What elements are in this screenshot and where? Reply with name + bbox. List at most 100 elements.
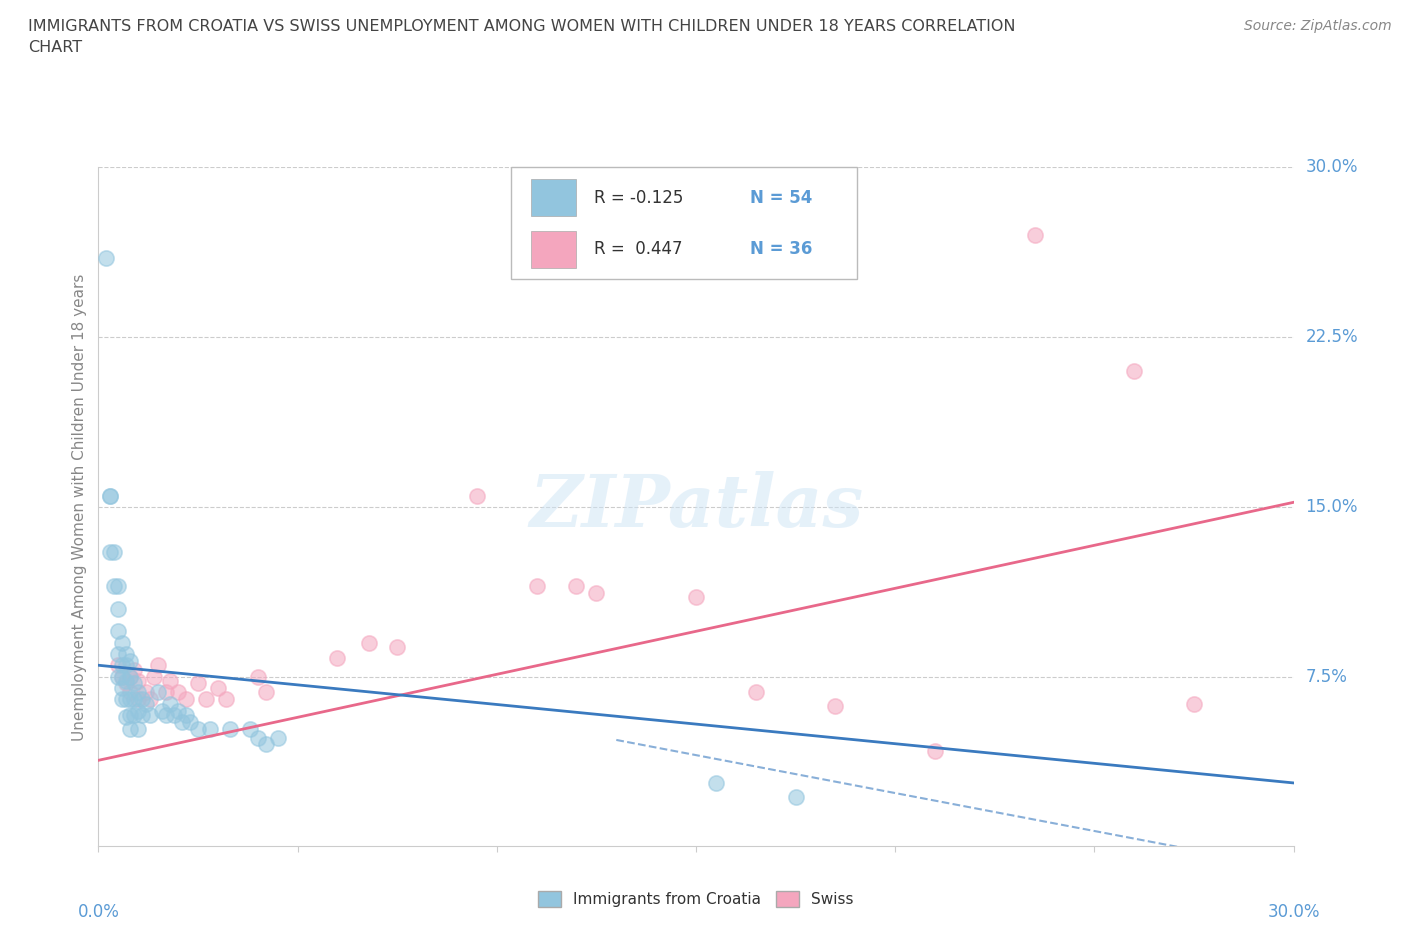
Text: 30.0%: 30.0% xyxy=(1267,903,1320,921)
Text: N = 36: N = 36 xyxy=(749,240,813,259)
Point xyxy=(179,714,201,729)
Point xyxy=(267,730,290,745)
Text: 0.0%: 0.0% xyxy=(77,903,120,921)
Point xyxy=(150,703,173,718)
Point xyxy=(107,624,129,639)
Point xyxy=(115,676,138,691)
Text: 7.5%: 7.5% xyxy=(1305,668,1347,685)
Point xyxy=(824,698,846,713)
Point xyxy=(131,708,153,723)
Text: Source: ZipAtlas.com: Source: ZipAtlas.com xyxy=(1244,19,1392,33)
Point xyxy=(172,714,194,729)
Point xyxy=(148,658,170,672)
Point xyxy=(96,250,118,265)
Point xyxy=(207,681,229,696)
Point xyxy=(326,651,349,666)
Point xyxy=(924,744,946,759)
Point xyxy=(194,692,218,707)
Point xyxy=(124,692,146,707)
Point xyxy=(159,697,181,711)
Point xyxy=(1182,697,1205,711)
Point xyxy=(135,685,157,700)
Point xyxy=(124,708,146,723)
FancyBboxPatch shape xyxy=(531,231,576,268)
Point xyxy=(585,585,607,600)
Text: N = 54: N = 54 xyxy=(749,189,813,206)
Point xyxy=(139,692,162,707)
Point xyxy=(167,685,190,700)
Point xyxy=(135,697,157,711)
FancyBboxPatch shape xyxy=(531,179,576,217)
Point xyxy=(120,708,142,723)
Point xyxy=(526,578,548,593)
Text: 22.5%: 22.5% xyxy=(1305,328,1358,346)
Point xyxy=(127,673,149,688)
Point xyxy=(745,685,768,700)
Legend: Immigrants from Croatia, Swiss: Immigrants from Croatia, Swiss xyxy=(531,885,860,913)
Point xyxy=(120,670,142,684)
Point xyxy=(111,635,134,650)
Point xyxy=(239,721,262,736)
Point xyxy=(198,721,221,736)
Point xyxy=(107,602,129,617)
Text: 30.0%: 30.0% xyxy=(1305,158,1358,177)
Point xyxy=(139,708,162,723)
Point xyxy=(685,590,707,604)
Y-axis label: Unemployment Among Women with Children Under 18 years: Unemployment Among Women with Children U… xyxy=(72,273,87,740)
Point xyxy=(111,670,134,684)
Point xyxy=(155,708,177,723)
Point xyxy=(120,692,142,707)
Point xyxy=(215,692,238,707)
Point xyxy=(111,681,134,696)
Point xyxy=(124,676,146,691)
Point xyxy=(111,670,134,684)
Point xyxy=(111,692,134,707)
Point xyxy=(115,646,138,661)
Point xyxy=(107,578,129,593)
Point xyxy=(120,653,142,668)
Text: ZIPatlas: ZIPatlas xyxy=(529,472,863,542)
Point xyxy=(107,670,129,684)
Point xyxy=(115,673,138,688)
Point xyxy=(246,730,269,745)
Point xyxy=(107,658,129,672)
Point xyxy=(174,692,197,707)
Point xyxy=(465,488,488,503)
Point xyxy=(385,640,409,655)
Point xyxy=(174,708,197,723)
Point xyxy=(167,703,190,718)
Point xyxy=(187,676,209,691)
Point xyxy=(704,776,727,790)
Point xyxy=(120,670,142,684)
Point xyxy=(254,737,277,751)
Point xyxy=(155,685,177,700)
Text: R =  0.447: R = 0.447 xyxy=(595,240,683,259)
Point xyxy=(187,721,209,736)
Point xyxy=(163,708,186,723)
Point xyxy=(103,545,125,560)
Point xyxy=(98,488,122,503)
Text: IMMIGRANTS FROM CROATIA VS SWISS UNEMPLOYMENT AMONG WOMEN WITH CHILDREN UNDER 18: IMMIGRANTS FROM CROATIA VS SWISS UNEMPLO… xyxy=(28,19,1015,55)
Point xyxy=(127,703,149,718)
FancyBboxPatch shape xyxy=(510,167,858,279)
Point xyxy=(565,578,588,593)
Point xyxy=(115,710,138,724)
Point xyxy=(111,658,134,672)
Point xyxy=(124,662,146,677)
Text: R = -0.125: R = -0.125 xyxy=(595,189,683,206)
Point xyxy=(219,721,242,736)
Point xyxy=(127,692,149,707)
Point xyxy=(127,685,149,700)
Point xyxy=(246,670,269,684)
Point xyxy=(127,721,149,736)
Point xyxy=(143,670,166,684)
Point xyxy=(120,685,142,700)
Point xyxy=(254,685,277,700)
Point xyxy=(120,721,142,736)
Point xyxy=(1123,364,1146,379)
Point xyxy=(98,488,122,503)
Point xyxy=(785,789,807,804)
Point xyxy=(148,685,170,700)
Point xyxy=(107,646,129,661)
Point xyxy=(1024,228,1046,243)
